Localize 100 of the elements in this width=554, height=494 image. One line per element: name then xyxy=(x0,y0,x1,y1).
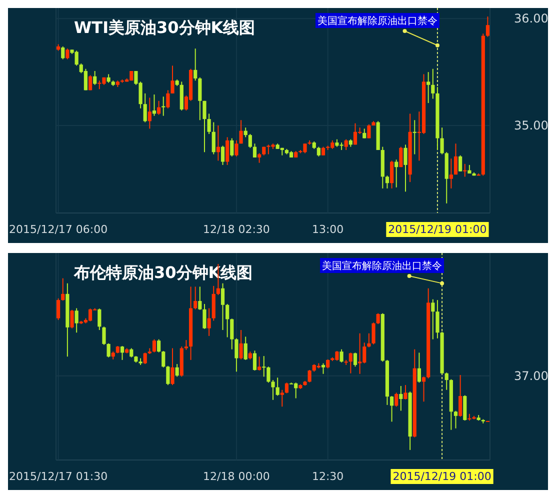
candlestick xyxy=(454,410,458,429)
candlestick xyxy=(372,322,376,345)
candlestick xyxy=(220,282,225,330)
candlestick xyxy=(230,138,234,157)
candlestick xyxy=(353,122,358,146)
candlestick xyxy=(390,396,394,422)
candlestick xyxy=(394,159,398,188)
candlestick xyxy=(362,128,366,139)
y-tick-label: 35.00 xyxy=(514,118,548,132)
candlestick xyxy=(280,389,284,408)
candlestick xyxy=(207,308,211,336)
candlestick xyxy=(436,300,440,339)
candlestick xyxy=(88,74,92,91)
candlestick xyxy=(207,113,211,134)
candlestick xyxy=(162,350,166,368)
candlestick xyxy=(276,377,280,396)
candlestick xyxy=(166,90,170,109)
candlestick xyxy=(426,72,430,104)
candlestick xyxy=(266,366,270,384)
candlestick xyxy=(162,96,166,116)
candlestick xyxy=(220,145,225,166)
candlestick xyxy=(152,94,156,116)
candlestick xyxy=(308,369,312,383)
candlestick xyxy=(348,352,352,374)
candlestick xyxy=(284,382,289,394)
candlestick xyxy=(61,46,65,60)
x-tick-label: 12/18 00:00 xyxy=(203,470,270,483)
candlestick xyxy=(143,352,147,365)
candlestick xyxy=(106,342,110,358)
candlestick xyxy=(404,384,408,400)
candlestick xyxy=(202,303,206,330)
candlestick xyxy=(166,365,170,386)
candlestick xyxy=(399,146,403,168)
candlestick xyxy=(262,356,266,378)
annotation: 美国宣布解除原油出口禁令 xyxy=(322,260,442,272)
x-tick-label: 13:00 xyxy=(312,223,344,236)
x-tick-label: 2015/12/19 01:00 xyxy=(392,470,492,483)
candlestick xyxy=(70,309,74,329)
candlestick xyxy=(143,92,147,123)
candlestick xyxy=(61,278,65,302)
candlestick xyxy=(88,308,92,322)
x-tick-label: 2015/12/17 06:00 xyxy=(9,223,108,236)
candlestick xyxy=(244,336,248,360)
candlestick xyxy=(226,303,230,338)
candlestick xyxy=(316,146,320,157)
candlestick xyxy=(431,298,435,340)
candlestick xyxy=(202,100,206,153)
candlestick xyxy=(226,136,230,166)
candlestick xyxy=(449,158,453,189)
candlestick xyxy=(170,65,174,94)
candlestick xyxy=(258,152,262,164)
candlestick xyxy=(258,356,262,372)
candlestick xyxy=(98,308,102,330)
candlestick xyxy=(239,329,243,360)
candlestick xyxy=(486,16,490,38)
candlestick xyxy=(422,376,426,402)
candlestick xyxy=(463,163,467,178)
candlestick xyxy=(130,348,134,358)
candlestick xyxy=(198,286,202,310)
candlestick xyxy=(170,348,174,386)
candlestick xyxy=(367,332,371,348)
text: 37.00 xyxy=(514,368,548,383)
candlestick xyxy=(340,348,344,363)
annotation: 美国宣布解除原油出口禁令 xyxy=(317,15,438,27)
candlestick xyxy=(234,140,238,157)
candlestick xyxy=(417,352,421,384)
candlestick xyxy=(385,175,390,189)
candlestick xyxy=(248,133,252,148)
candlestick xyxy=(271,380,275,400)
candlestick xyxy=(244,127,248,138)
candlestick xyxy=(376,312,380,325)
candlestick xyxy=(212,122,216,155)
y-tick-label: 36.00 xyxy=(514,12,548,26)
candlestick xyxy=(412,120,416,155)
text: WTI美原油30分钟K线图 xyxy=(74,18,256,37)
candlestick xyxy=(56,298,60,320)
candlestick xyxy=(66,48,70,60)
candlestick xyxy=(157,338,161,353)
candlestick xyxy=(175,364,179,378)
candlestick xyxy=(194,286,198,310)
candlestick xyxy=(93,70,97,86)
x-tick-label: 12/18 02:30 xyxy=(203,223,270,236)
candlestick xyxy=(194,48,198,82)
candlestick xyxy=(157,100,161,116)
candlestick xyxy=(216,124,220,162)
candlestick xyxy=(102,326,106,346)
candlestick xyxy=(252,350,257,372)
candlestick xyxy=(148,97,152,130)
candlestick xyxy=(344,138,348,151)
candlestick xyxy=(252,143,257,158)
candlestick xyxy=(230,318,234,350)
candlestick xyxy=(84,68,88,91)
candlestick xyxy=(454,143,458,176)
candlestick xyxy=(367,124,371,139)
candlestick xyxy=(120,345,124,360)
candlestick xyxy=(394,392,398,408)
x-tick-label: 2015/12/19 01:00 xyxy=(388,223,487,236)
candlestick xyxy=(463,394,467,422)
candlestick xyxy=(321,362,326,374)
candlestick xyxy=(431,68,435,100)
